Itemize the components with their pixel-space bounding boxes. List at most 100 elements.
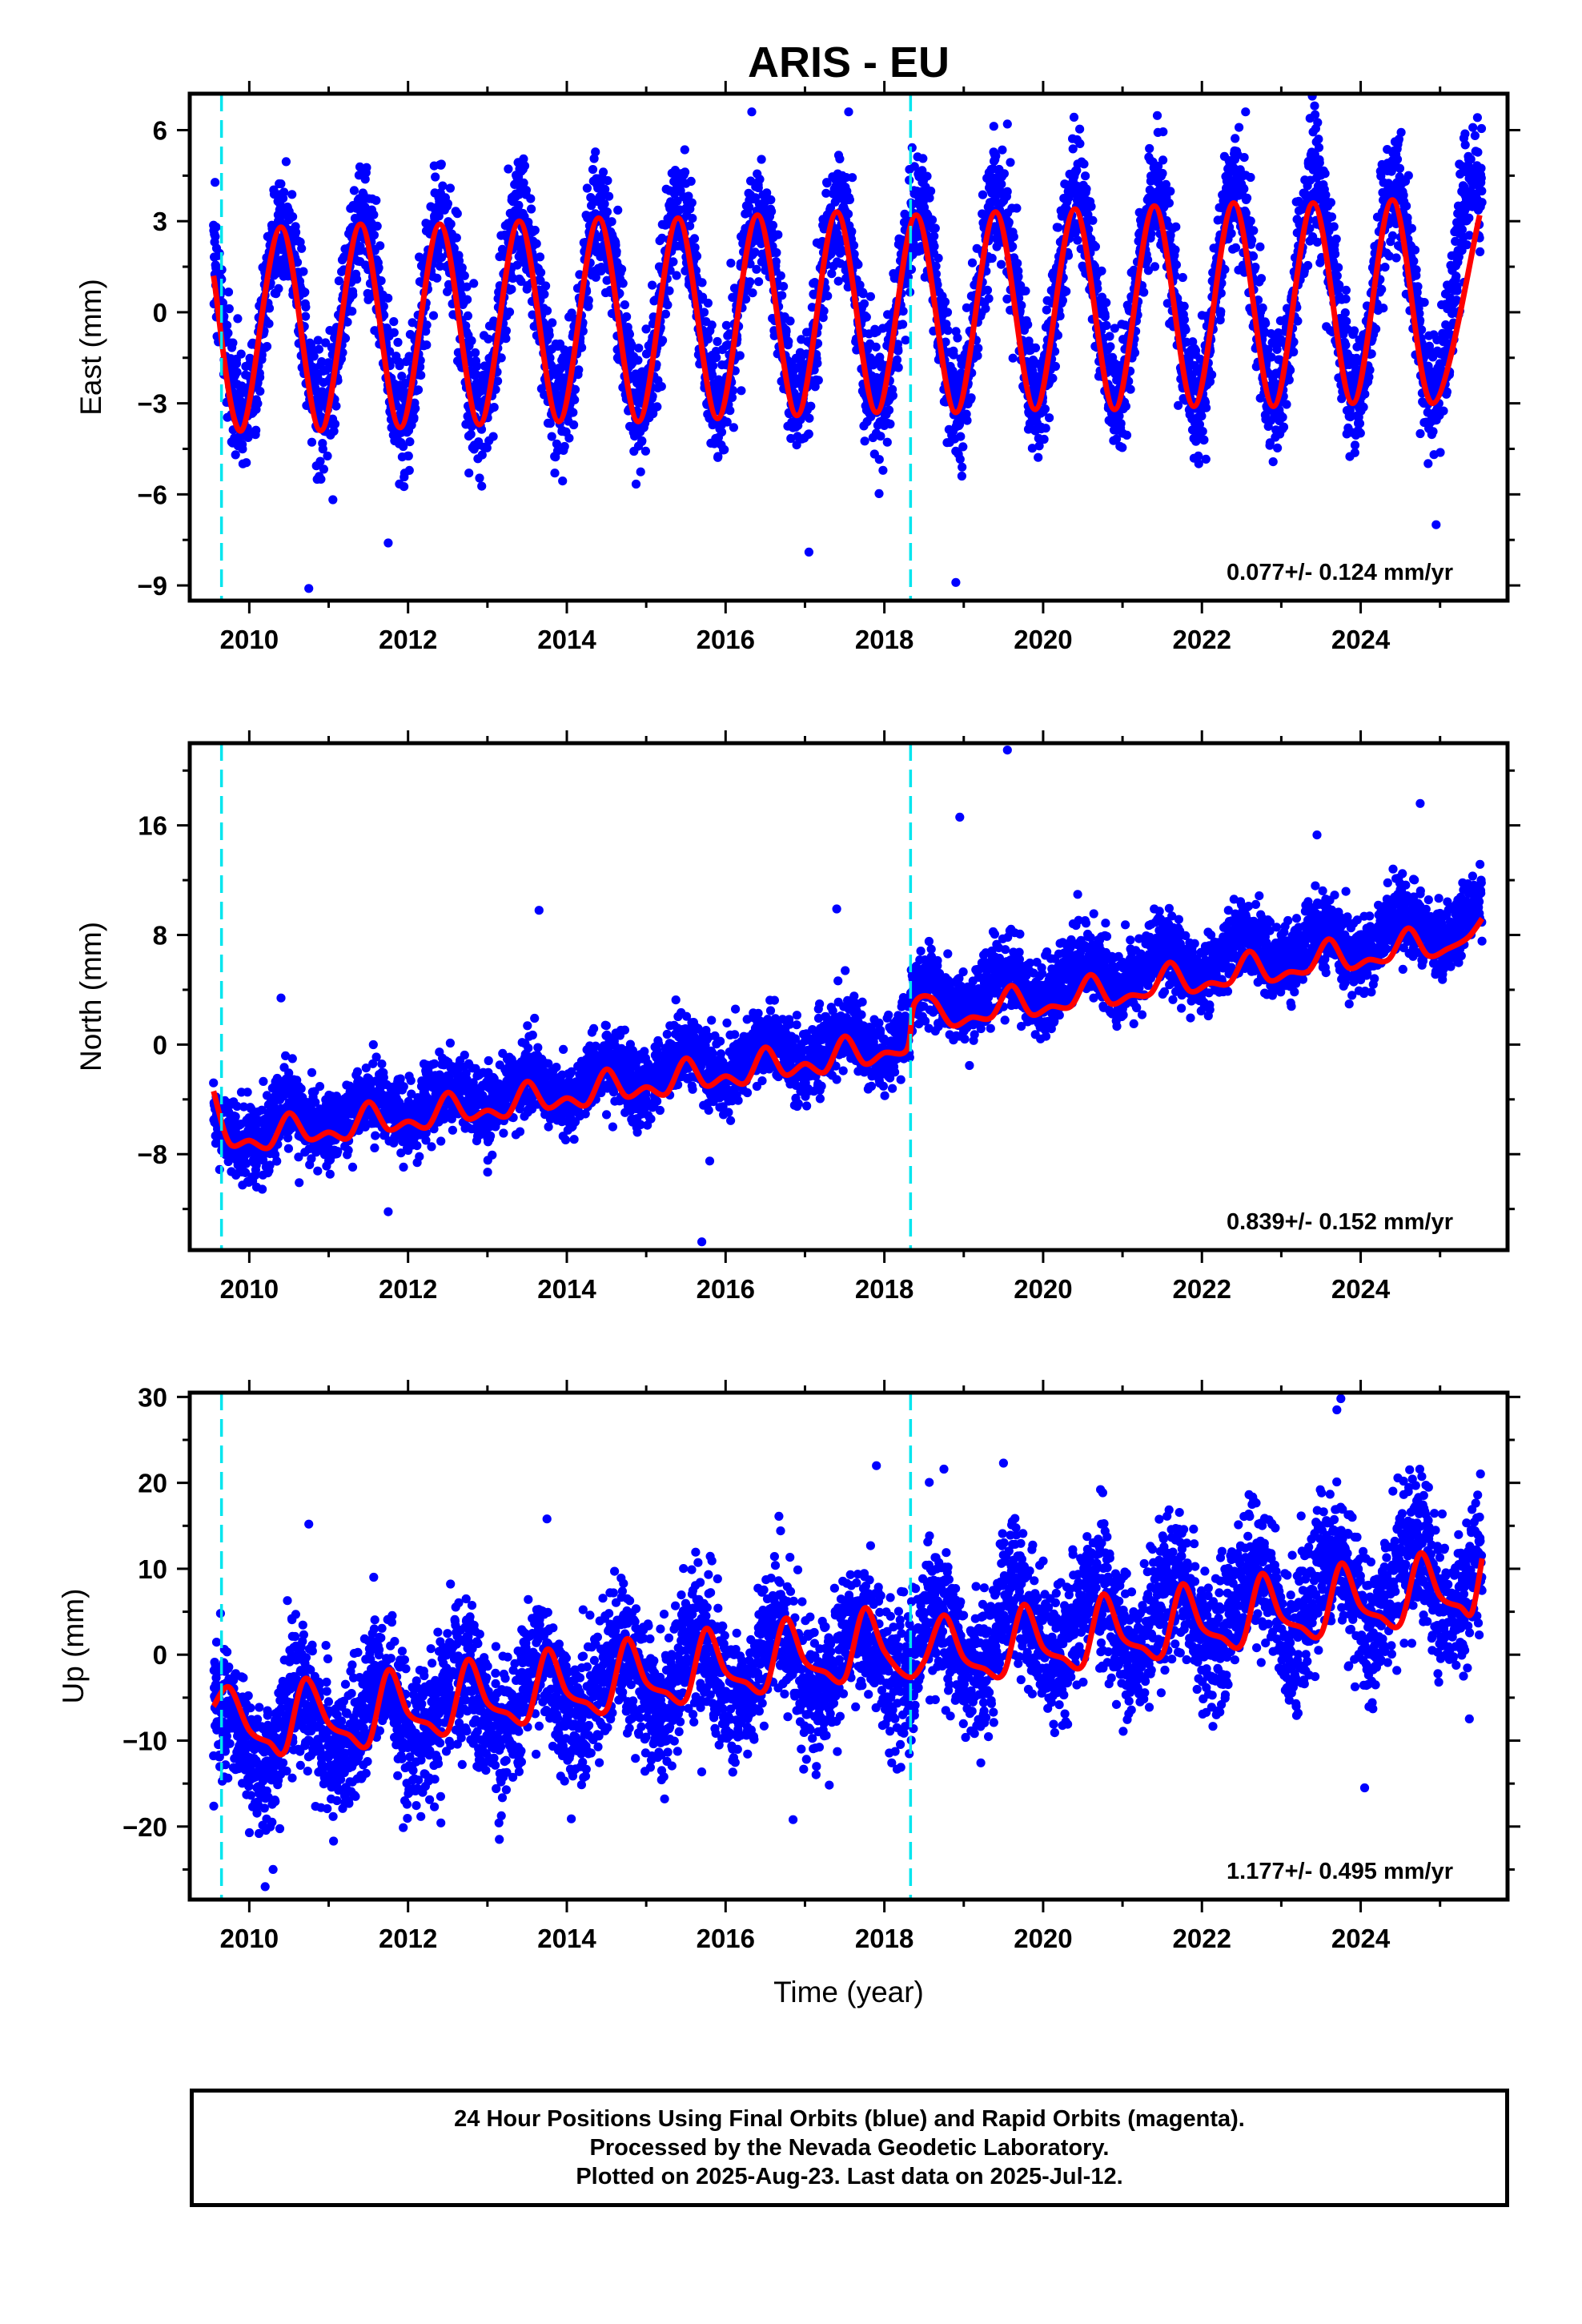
data-point	[223, 328, 233, 338]
data-point	[452, 209, 462, 219]
data-point	[624, 329, 635, 339]
data-point	[720, 444, 729, 455]
data-point	[383, 293, 393, 303]
data-point	[264, 304, 275, 313]
data-point	[860, 436, 869, 446]
data-point	[369, 230, 379, 240]
data-point	[753, 183, 763, 193]
data-point	[981, 304, 990, 313]
data-point	[737, 386, 746, 396]
data-point	[507, 284, 516, 294]
data-point	[1284, 375, 1294, 384]
data-point	[313, 336, 323, 345]
data-point	[276, 179, 286, 189]
data-point	[560, 441, 569, 452]
data-point	[321, 338, 331, 348]
data-point	[1054, 223, 1063, 232]
data-point	[901, 336, 910, 345]
data-point	[618, 279, 628, 288]
data-point	[627, 340, 636, 350]
data-point	[438, 181, 448, 191]
data-point	[681, 167, 690, 177]
data-point	[821, 188, 831, 198]
data-point	[309, 352, 319, 361]
data-point	[717, 428, 727, 437]
data-point	[329, 426, 339, 436]
data-point	[1121, 401, 1130, 411]
data-point	[291, 227, 301, 237]
data-point	[876, 432, 885, 441]
data-point	[315, 456, 325, 466]
data-point	[804, 429, 813, 439]
chart-title: ARIS - EU	[748, 38, 950, 86]
data-point	[707, 370, 717, 380]
data-point	[974, 344, 983, 353]
data-point	[598, 167, 608, 177]
data-point	[1201, 454, 1211, 464]
data-point	[1008, 353, 1018, 363]
data-point	[288, 212, 298, 222]
data-point	[399, 441, 408, 452]
data-point	[472, 361, 482, 371]
data-point	[692, 251, 702, 261]
data-point	[1355, 428, 1365, 438]
data-point	[767, 207, 777, 216]
data-point	[688, 214, 697, 223]
data-point	[211, 223, 221, 232]
data-point	[462, 282, 472, 292]
data-point	[806, 401, 816, 411]
data-point	[943, 326, 953, 336]
data-point	[1143, 255, 1153, 265]
data-point	[323, 451, 332, 461]
data-point	[1039, 434, 1049, 444]
data-point	[958, 462, 967, 472]
data-point	[1105, 332, 1114, 341]
data-point	[617, 264, 627, 274]
panel-east: 2010 2012 2014 2016 2018 2020 2022 2024−9−6−303…	[74, 81, 1520, 654]
data-point	[640, 446, 651, 456]
data-point	[858, 289, 868, 299]
data-point	[569, 420, 579, 430]
data-point	[1048, 373, 1058, 383]
data-point	[1073, 235, 1082, 245]
data-point	[933, 279, 942, 290]
data-point	[405, 437, 415, 447]
data-point	[1360, 389, 1370, 399]
data-point	[726, 259, 736, 268]
data-point	[1075, 124, 1085, 134]
data-point	[930, 223, 940, 233]
data-point	[236, 349, 246, 359]
data-point	[314, 344, 323, 354]
data-point	[318, 444, 327, 454]
data-point	[909, 162, 919, 171]
plot-area-east	[209, 94, 1487, 601]
data-point	[1331, 249, 1340, 259]
data-point	[540, 289, 549, 299]
data-point	[1349, 326, 1359, 336]
data-point	[823, 292, 833, 301]
data-point	[1158, 155, 1168, 165]
data-point	[349, 186, 359, 195]
data-point	[586, 193, 596, 203]
data-point	[338, 348, 347, 357]
data-point	[931, 261, 941, 271]
data-point	[409, 413, 419, 423]
data-point	[512, 260, 522, 270]
data-point	[404, 451, 413, 461]
data-point	[926, 187, 936, 196]
data-point	[264, 319, 274, 328]
data-point	[584, 296, 593, 305]
data-point	[428, 311, 439, 320]
data-point	[1030, 343, 1041, 352]
data-point	[766, 195, 776, 205]
data-point	[1041, 424, 1050, 433]
data-point	[1198, 427, 1207, 436]
data-point	[957, 471, 966, 481]
data-point	[1021, 286, 1030, 296]
data-point	[1314, 143, 1324, 152]
data-point	[395, 361, 404, 371]
data-point	[641, 324, 651, 334]
data-point	[467, 336, 476, 346]
data-point	[930, 231, 939, 241]
data-point	[281, 157, 291, 167]
